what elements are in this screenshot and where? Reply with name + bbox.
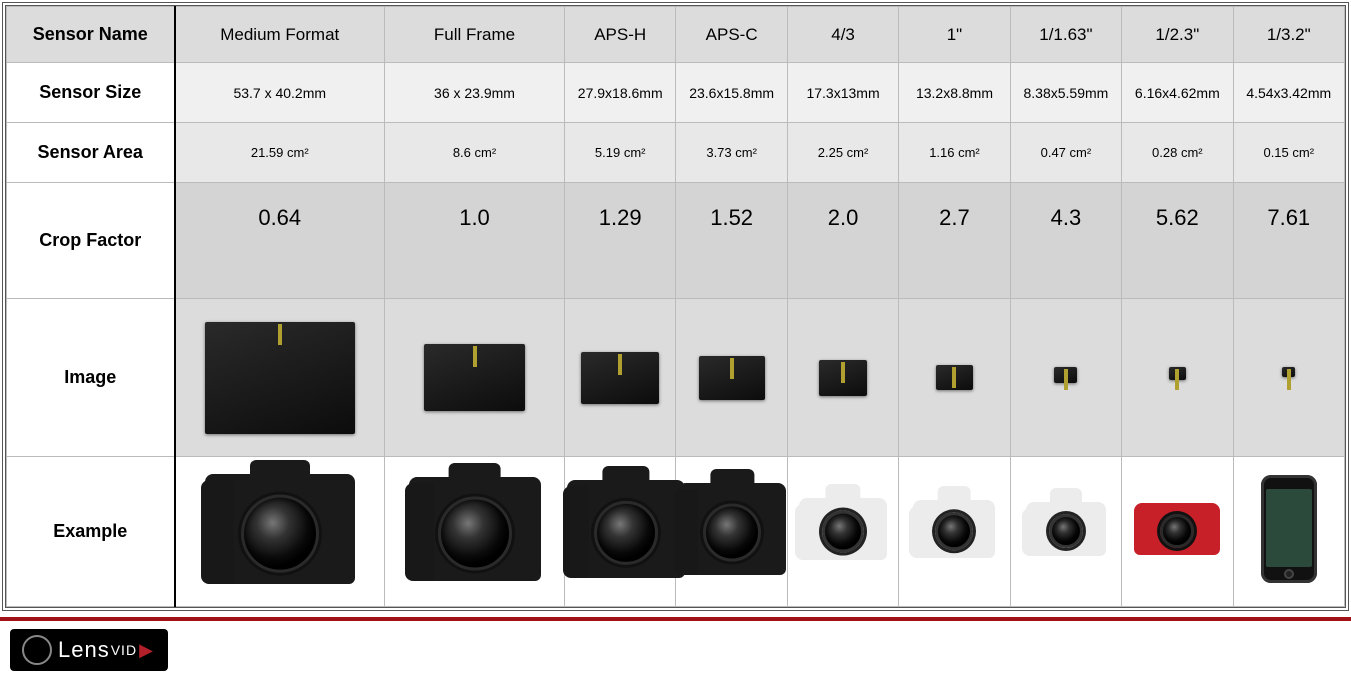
cell-crop: 1.52 — [676, 183, 787, 299]
cell-size: 4.54x3.42mm — [1233, 63, 1344, 123]
cell-area: 8.6 cm² — [385, 123, 565, 183]
sensor-icon — [936, 365, 973, 390]
row-label: Crop Factor — [7, 183, 175, 299]
table: Sensor Name Medium Format Full Frame APS… — [6, 6, 1345, 607]
camera-icon — [1134, 503, 1220, 555]
row-sensor-image: Image — [7, 299, 1345, 457]
cell-example — [1010, 457, 1121, 607]
cell-sensor-image — [787, 299, 898, 457]
row-sensor-size: Sensor Size 53.7 x 40.2mm 36 x 23.9mm 27… — [7, 63, 1345, 123]
cell-crop: 0.64 — [175, 183, 385, 299]
logo-suffix: VID — [111, 642, 137, 658]
cell-example — [787, 457, 898, 607]
cell-area: 3.73 cm² — [676, 123, 787, 183]
cell-size: 13.2x8.8mm — [899, 63, 1010, 123]
cell-example — [1233, 457, 1344, 607]
cell-size: 53.7 x 40.2mm — [175, 63, 385, 123]
sensor-icon — [699, 356, 765, 400]
cell-area: 0.47 cm² — [1010, 123, 1121, 183]
row-label: Sensor Name — [7, 7, 175, 63]
cell-name: Full Frame — [385, 7, 565, 63]
cell-sensor-image — [175, 299, 385, 457]
row-label: Image — [7, 299, 175, 457]
cell-size: 6.16x4.62mm — [1122, 63, 1233, 123]
cell-size: 17.3x13mm — [787, 63, 898, 123]
camera-icon — [205, 474, 355, 584]
sensor-icon — [1282, 367, 1295, 377]
cell-area: 0.28 cm² — [1122, 123, 1233, 183]
cell-area: 0.15 cm² — [1233, 123, 1344, 183]
cell-sensor-image — [676, 299, 787, 457]
sensor-icon — [581, 352, 659, 404]
cell-crop: 7.61 — [1233, 183, 1344, 299]
cell-name: APS-H — [565, 7, 676, 63]
sensor-icon — [205, 322, 355, 434]
sensor-icon — [424, 344, 525, 411]
cell-name: 1/3.2" — [1233, 7, 1344, 63]
cell-size: 23.6x15.8mm — [676, 63, 787, 123]
row-label: Sensor Size — [7, 63, 175, 123]
cell-area: 1.16 cm² — [899, 123, 1010, 183]
cell-sensor-image — [565, 299, 676, 457]
cell-example — [899, 457, 1010, 607]
sensor-icon — [1054, 367, 1077, 383]
sensor-icon — [1169, 367, 1186, 380]
cell-area: 5.19 cm² — [565, 123, 676, 183]
cell-crop: 2.7 — [899, 183, 1010, 299]
cell-example — [676, 457, 787, 607]
cell-crop: 5.62 — [1122, 183, 1233, 299]
cell-sensor-image — [1122, 299, 1233, 457]
cell-name: 4/3 — [787, 7, 898, 63]
row-example: Example — [7, 457, 1345, 607]
camera-icon — [567, 480, 685, 578]
cell-example — [175, 457, 385, 607]
cell-sensor-image — [1233, 299, 1344, 457]
cell-crop: 4.3 — [1010, 183, 1121, 299]
sensor-comparison-table: Sensor Name Medium Format Full Frame APS… — [2, 2, 1349, 611]
cell-sensor-image — [385, 299, 565, 457]
sensor-icon — [819, 360, 867, 396]
cell-area: 2.25 cm² — [787, 123, 898, 183]
cell-sensor-image — [1010, 299, 1121, 457]
row-label: Sensor Area — [7, 123, 175, 183]
cell-crop: 1.0 — [385, 183, 565, 299]
cell-name: 1" — [899, 7, 1010, 63]
footer: LensVID ▶ — [0, 617, 1351, 683]
cell-size: 36 x 23.9mm — [385, 63, 565, 123]
camera-icon — [913, 500, 995, 558]
lensvid-logo: LensVID ▶ — [10, 629, 168, 671]
logo-text: Lens — [58, 637, 110, 663]
cell-size: 27.9x18.6mm — [565, 63, 676, 123]
cell-area: 21.59 cm² — [175, 123, 385, 183]
row-label: Example — [7, 457, 175, 607]
cell-sensor-image — [899, 299, 1010, 457]
cell-crop: 1.29 — [565, 183, 676, 299]
logo-swirl-icon — [22, 635, 52, 665]
camera-icon — [678, 483, 786, 575]
camera-icon — [799, 498, 887, 560]
cell-name: 1/2.3" — [1122, 7, 1233, 63]
cell-name: 1/1.63" — [1010, 7, 1121, 63]
camera-icon — [1026, 502, 1106, 556]
cell-example — [385, 457, 565, 607]
cell-crop: 2.0 — [787, 183, 898, 299]
cell-example — [1122, 457, 1233, 607]
phone-icon — [1261, 475, 1317, 583]
row-sensor-area: Sensor Area 21.59 cm² 8.6 cm² 5.19 cm² 3… — [7, 123, 1345, 183]
cell-example — [565, 457, 676, 607]
row-sensor-name: Sensor Name Medium Format Full Frame APS… — [7, 7, 1345, 63]
play-icon: ▶ — [139, 640, 154, 661]
cell-name: Medium Format — [175, 7, 385, 63]
cell-size: 8.38x5.59mm — [1010, 63, 1121, 123]
row-crop-factor: Crop Factor 0.64 1.0 1.29 1.52 2.0 2.7 4… — [7, 183, 1345, 299]
cell-name: APS-C — [676, 7, 787, 63]
camera-icon — [409, 477, 541, 581]
